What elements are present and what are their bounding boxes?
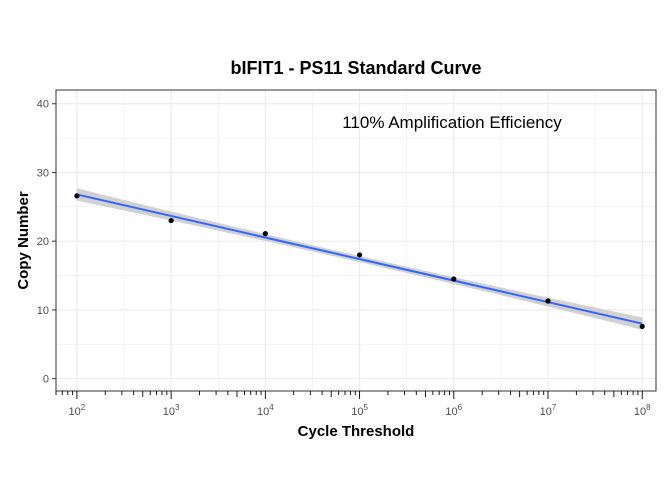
x-tick-label-base: 10 <box>257 406 269 418</box>
y-tick-label: 30 <box>37 167 49 179</box>
data-point <box>451 276 457 282</box>
x-tick-label: 108 <box>634 403 651 418</box>
x-tick-label-base: 10 <box>540 406 552 418</box>
x-tick-label: 107 <box>540 403 557 418</box>
data-point <box>545 298 551 304</box>
x-tick-label-exponent: 8 <box>646 403 651 412</box>
y-tick-label: 10 <box>37 305 49 317</box>
data-point <box>639 323 645 330</box>
data-point <box>168 217 174 224</box>
x-tick-label: 102 <box>69 403 86 418</box>
x-tick-label-base: 10 <box>445 406 457 418</box>
data-point <box>262 231 268 237</box>
x-tick-label-base: 10 <box>69 406 81 418</box>
x-tick-label-base: 10 <box>351 406 363 418</box>
chart-title: bIFIT1 - PS11 Standard Curve <box>230 58 481 78</box>
y-tick-label: 0 <box>43 374 49 386</box>
x-tick-label-exponent: 5 <box>363 403 368 412</box>
data-points-layer <box>74 193 645 330</box>
data-point <box>74 193 80 199</box>
x-tick-label: 106 <box>445 403 462 418</box>
panel-border <box>55 89 657 392</box>
x-tick-label: 104 <box>257 403 274 418</box>
x-tick-label: 103 <box>163 403 180 418</box>
x-tick-label: 105 <box>351 403 368 418</box>
y-tick-label: 40 <box>37 99 49 111</box>
x-tick-label-exponent: 7 <box>552 403 557 412</box>
x-tick-label-exponent: 6 <box>458 403 463 412</box>
data-point <box>356 252 363 258</box>
y-tick-label: 20 <box>37 236 49 248</box>
x-tick-label-exponent: 2 <box>81 403 86 412</box>
efficiency-annotation: 110% Amplification Efficiency <box>342 113 562 132</box>
x-tick-label-base: 10 <box>634 406 646 418</box>
grid-layer <box>56 90 656 391</box>
x-tick-label-exponent: 4 <box>269 403 274 412</box>
y-axis-title: Copy Number <box>15 191 32 290</box>
x-tick-label-base: 10 <box>163 406 175 418</box>
x-axis-title: Cycle Threshold <box>298 423 415 440</box>
x-tick-label-exponent: 3 <box>175 403 180 412</box>
